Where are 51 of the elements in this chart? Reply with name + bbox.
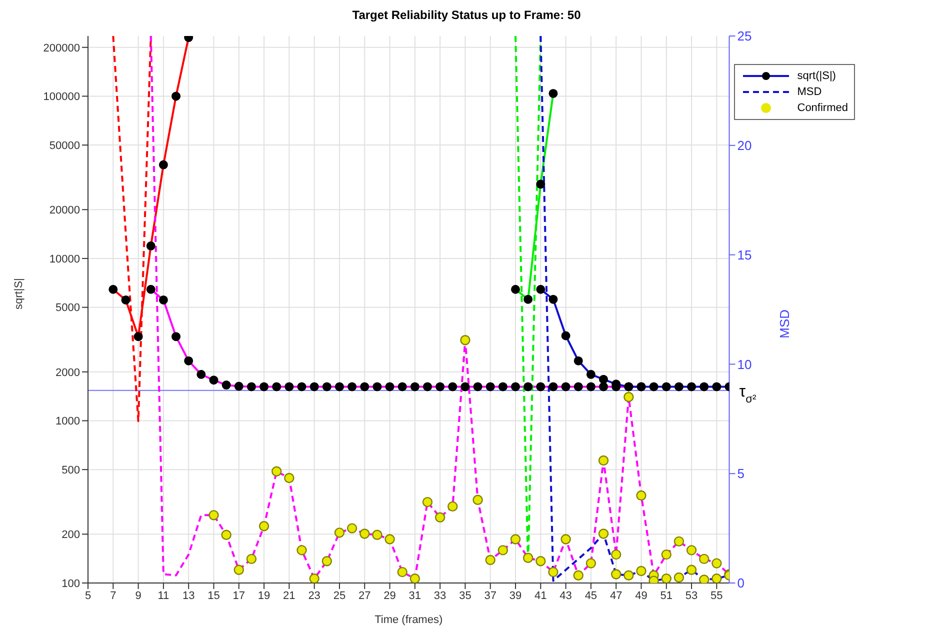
- x-tick-label: 5: [84, 590, 92, 602]
- x-tick-label: 9: [135, 590, 142, 602]
- x-tick-label: 33: [434, 590, 446, 602]
- y-tick-label: 10000: [49, 253, 80, 266]
- x-tick-label: 21: [283, 590, 296, 602]
- y2-tick-label: 15: [737, 247, 752, 262]
- x-tick-label: 13: [182, 590, 195, 602]
- x-tick-label: 43: [560, 590, 572, 602]
- y-tick-label: 500: [62, 464, 80, 476]
- x-tick-label: 37: [484, 590, 496, 602]
- chart-title: Target Reliability Status up to Frame: 50: [351, 8, 582, 24]
- x-tick-label: 39: [509, 590, 522, 602]
- y2-axis-title: MSD: [776, 310, 792, 338]
- ref-line-label: τ$_{σ²}$: [739, 383, 756, 406]
- x-tick-label: 51: [660, 590, 673, 602]
- y-tick-label: 5000: [56, 302, 80, 314]
- y-tick-label: 200: [62, 529, 80, 542]
- legend-label: sqrt(|S|): [797, 70, 836, 82]
- x-tick-label: 27: [358, 590, 371, 602]
- x-tick-label: 53: [685, 590, 698, 602]
- x-tick-label: 15: [208, 590, 220, 602]
- x-tick-label: 41: [534, 590, 547, 602]
- x-tick-label: 55: [710, 590, 723, 602]
- y-tick-label: 200000: [43, 42, 80, 54]
- legend-label: MSD: [797, 86, 822, 98]
- y-tick-label: 50000: [49, 140, 80, 152]
- y-tick-label: 1000: [56, 416, 80, 428]
- y2-tick-label: 5: [737, 466, 744, 482]
- x-tick-label: 35: [459, 590, 472, 602]
- y2-tick-label: 25: [737, 28, 752, 44]
- legend-label: Confirmed: [797, 102, 848, 114]
- y-axis-title: sqrt|S|: [12, 278, 25, 310]
- x-tick-label: 17: [232, 590, 246, 602]
- x-axis-title: Time (frames): [374, 614, 443, 626]
- y2-tick-label: 10: [737, 356, 752, 372]
- y-tick-label: 100: [62, 578, 80, 590]
- y2-tick-label: 0: [737, 576, 744, 591]
- x-tick-label: 31: [408, 590, 422, 602]
- x-tick-label: 23: [308, 590, 320, 602]
- x-tick-label: 49: [635, 590, 648, 602]
- y-tick-label: 2000: [56, 366, 80, 379]
- x-tick-label: 11: [158, 590, 170, 602]
- y-tick-label: 100000: [43, 91, 80, 104]
- y-tick-label: 20000: [49, 204, 80, 217]
- x-tick-label: 29: [384, 590, 396, 602]
- x-tick-label: 7: [110, 590, 116, 602]
- x-tick-label: 47: [610, 590, 622, 602]
- x-tick-label: 19: [258, 590, 270, 602]
- x-tick-label: 45: [584, 590, 598, 602]
- y2-tick-label: 20: [737, 138, 752, 154]
- x-tick-label: 25: [333, 590, 346, 602]
